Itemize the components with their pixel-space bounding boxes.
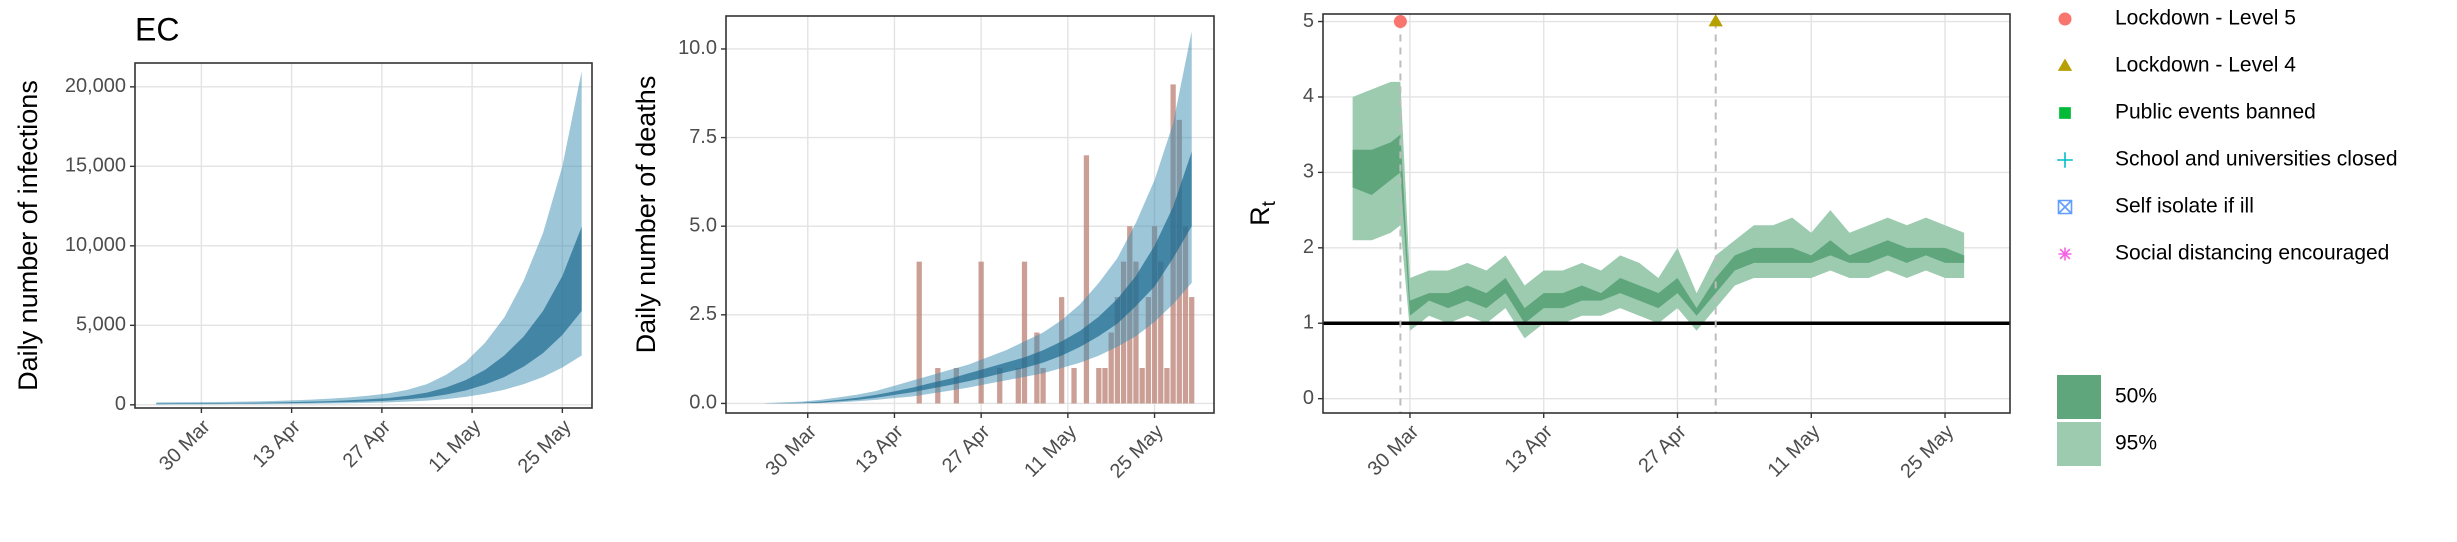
y-tick-label: 1 xyxy=(1303,312,1314,334)
y-tick-label: 0 xyxy=(115,393,126,415)
legend-swatch xyxy=(2057,375,2101,419)
legend-label: Social distancing encouraged xyxy=(2115,242,2389,265)
legend-marker xyxy=(2057,199,2073,215)
y-tick-label: 20,000 xyxy=(65,75,126,97)
band xyxy=(156,70,582,405)
bar xyxy=(1083,155,1090,404)
bar xyxy=(1108,332,1114,404)
x-tick-label: 27 Apr xyxy=(1634,420,1691,477)
legend-marker xyxy=(2058,12,2072,26)
x-tick-label: 25 May xyxy=(1896,421,1958,483)
band xyxy=(1352,81,1965,339)
y-tick-label: 10,000 xyxy=(65,234,126,256)
legend-label: Lockdown - Level 4 xyxy=(2115,54,2296,77)
bar xyxy=(1040,367,1046,404)
y-tick-label: 5 xyxy=(1303,10,1314,32)
band xyxy=(1352,134,1965,324)
bar xyxy=(978,261,984,404)
bar xyxy=(1096,367,1102,404)
bar xyxy=(1114,297,1121,404)
x-tick-label: 30 Mar xyxy=(155,415,215,475)
x-tick-label: 25 May xyxy=(1106,421,1168,483)
x-tick-label: 13 Apr xyxy=(1501,420,1558,477)
x-tick-label: 27 Apr xyxy=(938,420,995,477)
bar xyxy=(1189,297,1195,404)
bar xyxy=(1164,367,1170,404)
y-tick-label: 0.0 xyxy=(689,392,717,414)
x-tick-label: 11 May xyxy=(424,416,485,477)
x-tick-label: 11 May xyxy=(1764,421,1825,482)
bar xyxy=(1015,367,1021,404)
x-tick-label: 30 Mar xyxy=(1364,420,1424,480)
x-tick-label: 30 Mar xyxy=(761,420,821,480)
x-tick-label: 13 Apr xyxy=(248,415,305,472)
x-tick-label: 25 May xyxy=(514,416,576,478)
bar xyxy=(1071,367,1077,404)
y-axis-title-sub: t xyxy=(1259,200,1280,206)
y-tick-label: 2.5 xyxy=(689,303,717,325)
legend-label: Self isolate if ill xyxy=(2115,195,2254,218)
plot-border xyxy=(134,62,593,409)
event-marker xyxy=(1393,15,1407,29)
x-tick-label: 13 Apr xyxy=(851,420,908,477)
legend-label: Lockdown - Level 5 xyxy=(2115,7,2296,30)
plot-border xyxy=(1322,13,2011,414)
bar xyxy=(1158,261,1164,404)
legend-label: 95% xyxy=(2115,432,2157,455)
bar xyxy=(1145,297,1151,404)
bar xyxy=(916,261,922,404)
bar xyxy=(1139,367,1145,404)
legend-marker xyxy=(2059,107,2071,119)
y-axis-title: Daily number of infections xyxy=(13,80,43,391)
y-axis-title: Daily number of deaths xyxy=(631,76,661,354)
legend-label: 50% xyxy=(2115,385,2157,408)
y-tick-label: 3 xyxy=(1303,161,1314,183)
legend-label: School and universities closed xyxy=(2115,148,2398,171)
y-tick-label: 10.0 xyxy=(678,37,717,59)
band xyxy=(764,31,1192,404)
legend-marker xyxy=(2057,152,2073,168)
event-marker xyxy=(1708,14,1723,27)
chart-title: EC xyxy=(135,11,179,47)
bar xyxy=(997,367,1003,404)
x-tick-label: 27 Apr xyxy=(339,415,396,472)
y-tick-label: 4 xyxy=(1303,85,1314,107)
y-tick-label: 15,000 xyxy=(65,155,126,177)
bar xyxy=(1182,226,1189,404)
legend-label: Public events banned xyxy=(2115,101,2316,124)
x-tick-label: 11 May xyxy=(1020,421,1081,482)
bar xyxy=(1102,367,1108,404)
y-tick-label: 2 xyxy=(1303,236,1314,258)
y-tick-label: 7.5 xyxy=(689,126,717,148)
legend-marker xyxy=(2058,247,2072,261)
band xyxy=(764,151,1192,404)
y-tick-label: 5,000 xyxy=(76,314,126,336)
bar xyxy=(1021,261,1028,404)
legend-marker xyxy=(2057,58,2073,71)
plot-background xyxy=(1323,14,2010,413)
plot-border xyxy=(725,15,1215,414)
y-tick-label: 0 xyxy=(1303,387,1314,409)
y-tick-label: 5.0 xyxy=(689,214,717,236)
legend-swatch xyxy=(2057,422,2101,466)
y-axis-title: Rt xyxy=(1245,200,1280,226)
